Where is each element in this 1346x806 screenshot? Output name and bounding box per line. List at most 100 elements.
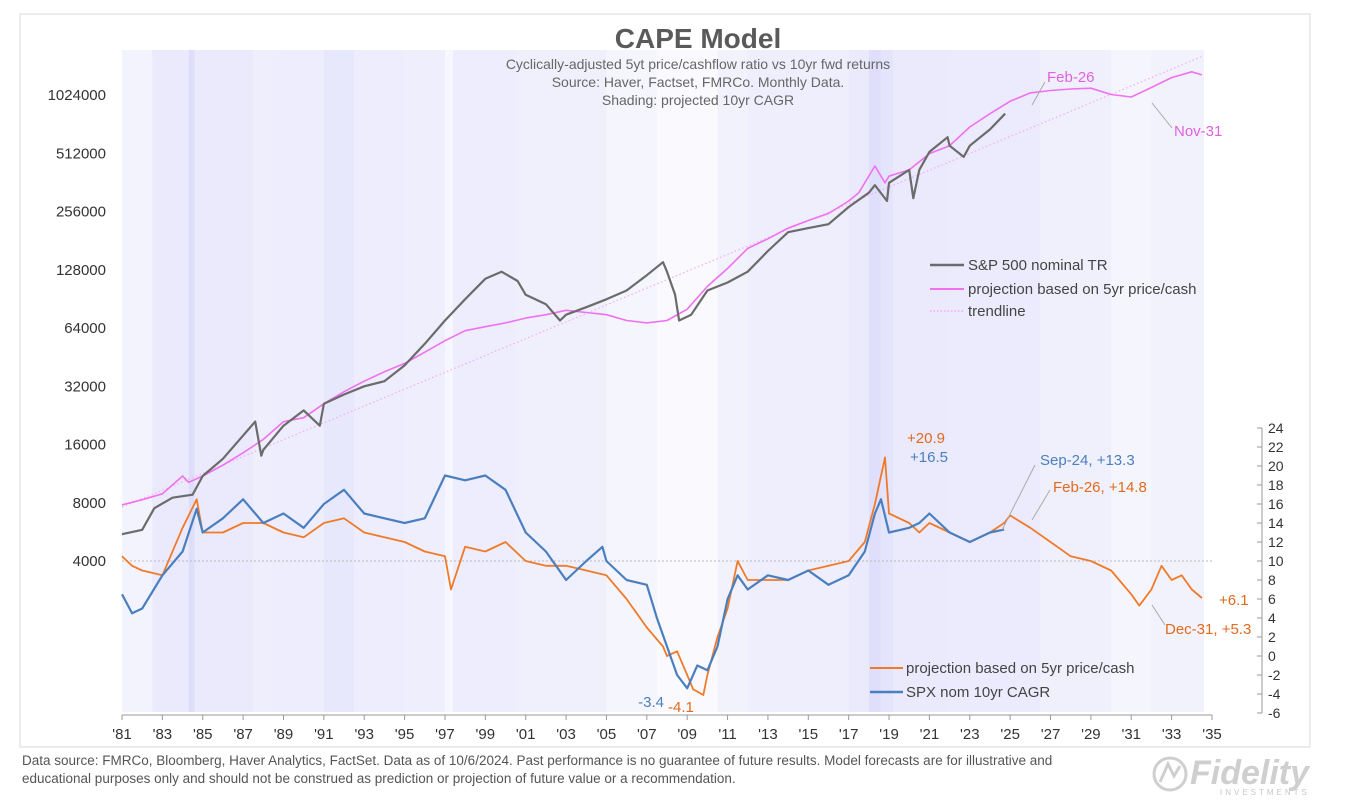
right-tick-label-5: 14 — [1268, 515, 1284, 531]
legend-label-projection-price: projection based on 5yr price/cash — [968, 281, 1196, 298]
x-tick-label-25: '31 — [1121, 726, 1141, 743]
x-tick-label-24: '29 — [1081, 726, 1101, 743]
left-axis: 1024000 512000 256000 128000 64000 32000 16000… — [48, 87, 106, 570]
annot-dec31: Dec-31, +5.3 — [1165, 621, 1251, 638]
x-tick-label-26: '33 — [1162, 726, 1182, 743]
shading-band-11 — [515, 50, 607, 712]
logo-subtext: INVESTMENTS — [1220, 788, 1310, 796]
x-tick-label-14: '09 — [677, 726, 697, 743]
x-tick-label-0: '81 — [112, 726, 132, 743]
chart-subtitle-1: Cyclically-adjusted 5yt price/cashflow r… — [506, 56, 890, 72]
fidelity-logo: Fidelity INVESTMENTS — [1152, 754, 1311, 796]
annot-low-projection: -4.1 — [668, 699, 694, 716]
legend-label-spx-tr: S&P 500 nominal TR — [968, 257, 1108, 274]
annot-low-spx: -3.4 — [638, 694, 664, 711]
left-tick-label-4: 64000 — [64, 320, 106, 337]
right-tick-label-3: 18 — [1268, 477, 1284, 493]
right-tick-label-11: 2 — [1268, 629, 1276, 645]
x-tick-label-1: '83 — [153, 726, 173, 743]
left-tick-label-0: 1024000 — [48, 87, 106, 104]
x-tick-label-3: '87 — [233, 726, 253, 743]
logo-text: Fidelity — [1190, 754, 1311, 792]
x-tick-label-4: '89 — [274, 726, 294, 743]
x-tick-label-23: '27 — [1041, 726, 1061, 743]
shading-band-3 — [194, 50, 254, 712]
legend-label-spx-cagr: SPX nom 10yr CAGR — [906, 684, 1050, 701]
chart-subtitle-3: Shading: projected 10yr CAGR — [602, 92, 794, 108]
annot-feb26-price: Feb-26 — [1047, 69, 1095, 86]
right-tick-label-9: 6 — [1268, 591, 1276, 607]
annot-leader-feb26-price — [1031, 81, 1046, 106]
series-layer — [121, 55, 1203, 696]
shading-band-9 — [444, 50, 454, 712]
shading-band-23 — [1151, 50, 1204, 712]
left-tick-label-5: 32000 — [64, 378, 106, 395]
annot-feb26-cagr: Feb-26, +14.8 — [1053, 479, 1147, 496]
x-tick-label-21: '23 — [960, 726, 980, 743]
shading-band-21 — [1040, 50, 1112, 712]
x-tick-label-11: '03 — [556, 726, 576, 743]
shading-band-5 — [273, 50, 324, 712]
shading-band-16 — [848, 50, 869, 712]
chart-title: CAPE Model — [615, 23, 781, 54]
right-tick-label-13: -2 — [1268, 667, 1281, 683]
left-tick-label-2: 256000 — [56, 204, 106, 221]
x-tick-label-17: '15 — [799, 726, 819, 743]
left-tick-label-8: 4000 — [73, 553, 106, 570]
shading-band-12 — [606, 50, 657, 712]
shading-band-17 — [868, 50, 881, 712]
annot-leader-feb26-cagr — [1031, 489, 1051, 521]
right-tick-label-0: 24 — [1268, 420, 1284, 436]
x-tick-label-8: '97 — [435, 726, 455, 743]
x-tick-label-12: '05 — [597, 726, 617, 743]
annotations: Feb-26 Nov-31 +20.9 +16.5 Sep-24, +13.3 … — [638, 69, 1251, 716]
x-tick-label-19: '19 — [879, 726, 899, 743]
chart-subtitle-2: Source: Haver, Factset, FMRCo. Monthly D… — [552, 74, 845, 90]
series-line-spx-cagr — [121, 474, 1005, 690]
legend-label-projection-cagr: projection based on 5yr price/cash — [906, 660, 1134, 677]
annot-peak-spx: +16.5 — [910, 449, 948, 466]
right-tick-label-1: 22 — [1268, 439, 1284, 455]
x-tick-label-27: '35 — [1202, 726, 1222, 743]
shading-band-20 — [949, 50, 1041, 712]
shading-band-10 — [453, 50, 516, 712]
right-tick-label-6: 12 — [1268, 534, 1284, 550]
left-tick-label-6: 16000 — [64, 437, 106, 454]
shading-band-8 — [404, 50, 445, 712]
x-tick-label-13: '07 — [637, 726, 657, 743]
shading-band-4 — [253, 50, 274, 712]
footer-disclaimer: Data source: FMRCo, Bloomberg, Haver Ana… — [22, 753, 1053, 786]
left-tick-label-7: 8000 — [73, 495, 106, 512]
series-line-projection-price — [121, 71, 1203, 506]
x-tick-label-5: '91 — [314, 726, 334, 743]
annot-leader-dec31 — [1151, 604, 1166, 626]
left-tick-label-3: 128000 — [56, 262, 106, 279]
shading-band-22 — [1111, 50, 1152, 712]
logo-mark-icon — [1152, 756, 1188, 792]
x-tick-label-6: '93 — [354, 726, 374, 743]
annot-leader-sep24 — [1001, 464, 1036, 531]
shading-band-14 — [717, 50, 748, 712]
annot-leader-nov31 — [1151, 102, 1173, 129]
shading-band-15 — [747, 50, 849, 712]
x-tick-label-18: '17 — [839, 726, 859, 743]
left-tick-label-1: 512000 — [56, 145, 106, 162]
x-tick-label-16: '13 — [758, 726, 778, 743]
x-tick-label-2: '85 — [193, 726, 213, 743]
x-tick-label-9: '99 — [476, 726, 496, 743]
x-tick-label-10: '01 — [516, 726, 536, 743]
x-axis: '81 '83 '85 '87 '89 '91 '93 '95 '97 '99 '01 '03 '05 '… — [112, 714, 1222, 743]
x-tick-label-7: '95 — [395, 726, 415, 743]
x-tick-label-22: '25 — [1000, 726, 1020, 743]
series-line-projection-cagr — [121, 456, 1203, 696]
right-tick-label-2: 20 — [1268, 458, 1284, 474]
shading-band-1 — [152, 50, 189, 712]
right-tick-label-14: -4 — [1268, 686, 1281, 702]
plot-area-border — [19, 13, 1311, 748]
legend-label-trendline: trendline — [968, 303, 1026, 320]
shading-band-7 — [354, 50, 405, 712]
shading-band-13 — [656, 50, 718, 712]
legend-top: S&P 500 nominal TR projection based on 5… — [930, 257, 1196, 320]
shading-band-6 — [323, 50, 355, 712]
